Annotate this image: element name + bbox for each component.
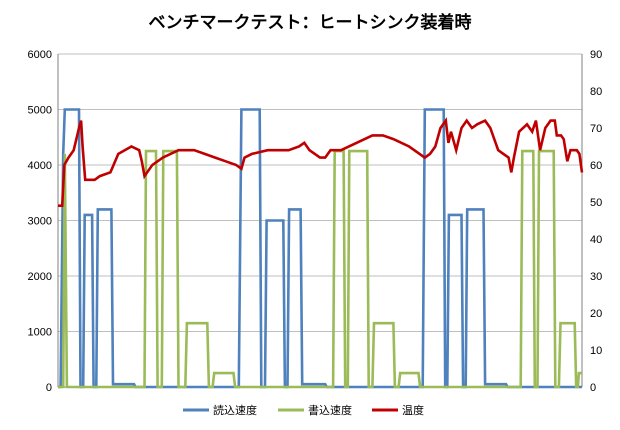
right-axis-ticks: 0 10 20 30 40 50 60 70 80 90 <box>590 49 602 394</box>
legend-label: 温度 <box>402 403 424 417</box>
right-tick-label: 40 <box>590 234 602 246</box>
left-tick-label: 3000 <box>28 216 52 228</box>
series-line-1 <box>58 108 582 389</box>
right-tick-label: 80 <box>590 86 602 98</box>
legend: 読込速度 書込速度 温度 <box>183 403 424 417</box>
right-tick-label: 0 <box>590 382 596 394</box>
right-tick-label: 60 <box>590 160 602 172</box>
left-tick-label: 0 <box>46 382 52 394</box>
series-line-2 <box>58 149 582 389</box>
series <box>58 108 584 389</box>
left-tick-label: 4000 <box>28 160 52 172</box>
series-line-3 <box>58 117 584 207</box>
left-axis-ticks: 0 1000 2000 3000 4000 5000 6000 <box>28 49 52 394</box>
left-tick-label: 5000 <box>28 105 52 117</box>
right-tick-label: 20 <box>590 308 602 320</box>
right-tick-label: 70 <box>590 123 602 135</box>
right-tick-label: 30 <box>590 271 602 283</box>
legend-label: 書込速度 <box>308 403 352 417</box>
right-tick-label: 90 <box>590 49 602 61</box>
legend-label: 読込速度 <box>213 403 257 417</box>
right-tick-label: 10 <box>590 345 602 357</box>
left-tick-label: 6000 <box>28 49 52 61</box>
chart-title: ベンチマークテスト：ヒートシンク装着時 <box>149 12 472 33</box>
left-tick-label: 1000 <box>28 327 52 339</box>
right-tick-label: 50 <box>590 197 602 209</box>
left-tick-label: 2000 <box>28 271 52 283</box>
